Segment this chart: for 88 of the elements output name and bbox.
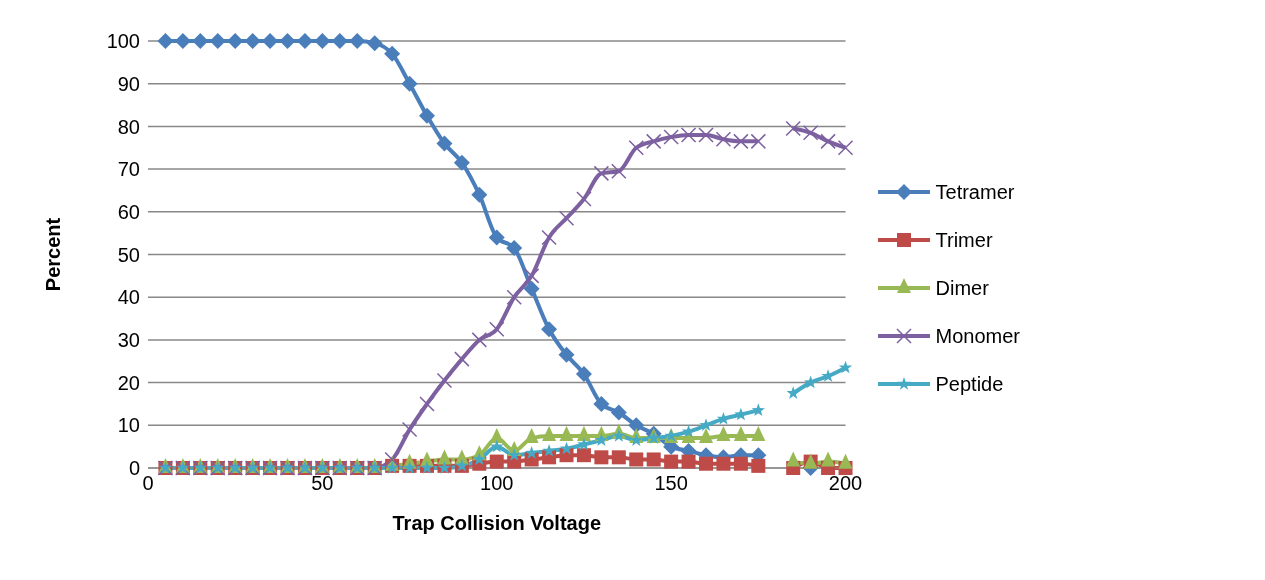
point (524, 428, 539, 444)
point (384, 45, 401, 62)
point (542, 443, 556, 457)
point (593, 395, 610, 412)
point (715, 131, 732, 147)
point (802, 125, 819, 141)
point (612, 428, 626, 442)
point (699, 456, 714, 471)
point (192, 33, 209, 49)
point (489, 428, 504, 444)
point (576, 448, 591, 463)
y-tick-label: 20 (117, 371, 140, 394)
x-tick-label: 100 (480, 472, 514, 495)
point (490, 439, 504, 453)
y-axis-title: Percent (42, 217, 65, 292)
legend-label: Dimer (935, 276, 989, 300)
point (645, 133, 662, 150)
point (821, 369, 835, 382)
y-tick-label: 80 (117, 115, 140, 138)
point (541, 229, 557, 246)
point (541, 321, 558, 338)
point (314, 33, 331, 49)
y-tick-label: 40 (117, 286, 140, 309)
point (489, 321, 505, 337)
point (594, 450, 609, 465)
point (751, 458, 766, 473)
point (611, 163, 627, 179)
point (384, 451, 400, 468)
point (646, 452, 661, 467)
point (472, 452, 486, 466)
point (209, 33, 226, 49)
point (244, 33, 261, 49)
point (785, 120, 801, 137)
point (663, 129, 679, 145)
point (838, 360, 853, 374)
point (664, 454, 679, 469)
point (523, 280, 540, 297)
x-tick-label: 200 (828, 472, 863, 495)
point (629, 433, 643, 446)
y-tick-label: 50 (117, 243, 140, 266)
y-tick-label: 70 (117, 158, 140, 181)
point (716, 456, 731, 471)
y-tick-label: 30 (117, 329, 140, 351)
point (157, 33, 174, 49)
point (524, 446, 539, 459)
point (419, 107, 436, 124)
point (279, 33, 296, 49)
point (593, 165, 610, 182)
point (699, 428, 714, 444)
x-tick-label: 150 (654, 472, 688, 495)
point (733, 456, 748, 471)
point (489, 454, 504, 469)
point (628, 140, 645, 156)
point (488, 229, 505, 246)
y-tick-label: 60 (117, 200, 140, 223)
y-tick-label: 0 (128, 457, 140, 480)
point (575, 366, 592, 383)
point (366, 35, 383, 52)
point (837, 140, 854, 156)
point (611, 450, 626, 465)
point (594, 433, 609, 446)
x-tick-label: 50 (311, 472, 334, 495)
y-tick-label: 100 (106, 30, 140, 53)
point (523, 268, 540, 284)
legend-label: Monomer (935, 324, 1020, 348)
point (786, 386, 800, 399)
legend-label: Peptide (935, 372, 1004, 396)
point (681, 454, 696, 469)
legend-label: Trimer (935, 228, 993, 252)
x-axis-title: Trap Collision Voltage (392, 512, 602, 534)
y-tick-label: 10 (117, 414, 140, 437)
point (471, 332, 488, 348)
x-tick-label: 0 (142, 472, 154, 495)
legend-label: Tetramer (935, 180, 1015, 204)
point (558, 346, 575, 363)
point (628, 417, 645, 434)
point (751, 403, 765, 417)
point (401, 75, 418, 92)
point (507, 448, 521, 461)
point (436, 135, 453, 152)
point (820, 133, 836, 150)
point (453, 154, 470, 171)
point (349, 33, 366, 49)
point (471, 186, 488, 203)
point (506, 240, 523, 257)
point (610, 404, 627, 421)
y-tick-label: 90 (117, 72, 140, 95)
point (629, 452, 644, 467)
